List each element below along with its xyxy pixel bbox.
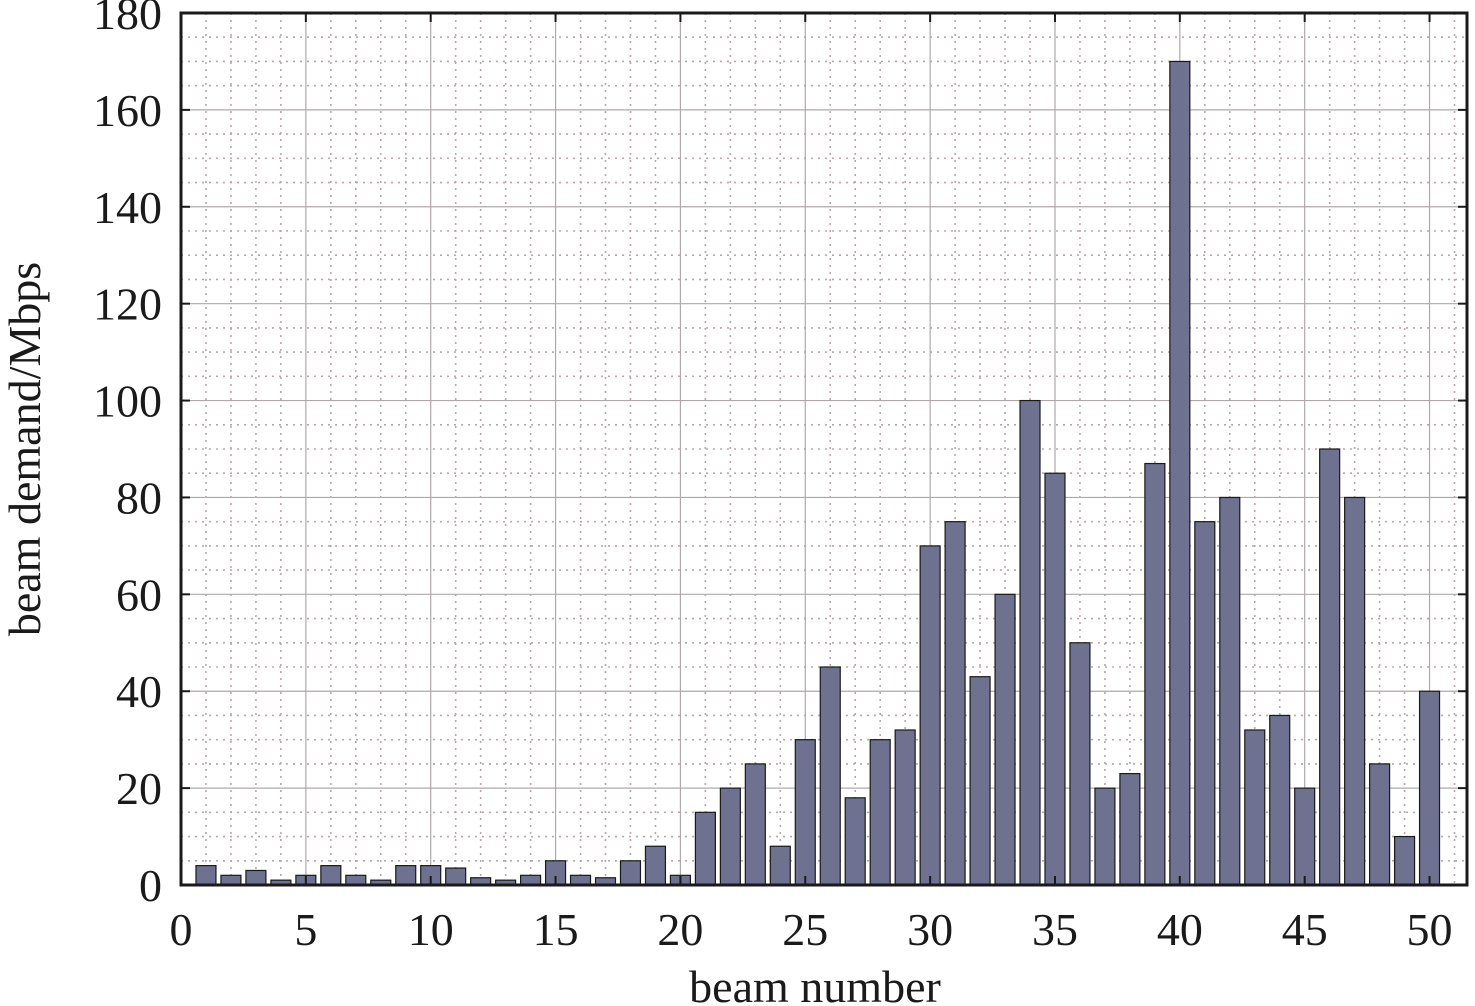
x-tick-label: 0	[170, 904, 193, 955]
plot-frame	[179, 11, 1469, 887]
bar-beam-50	[1418, 690, 1441, 886]
bar-beam-29	[894, 729, 916, 886]
x-tick-label: 40	[1157, 904, 1203, 955]
bar-beam-21	[694, 811, 716, 886]
y-tick-label: 140	[93, 182, 162, 233]
bar-beam-24	[769, 845, 791, 886]
bar-beam-39	[1144, 462, 1166, 886]
x-tick-label: 10	[408, 904, 454, 955]
y-tick-label: 80	[116, 472, 162, 523]
bar-beam-9	[395, 865, 417, 886]
bar-beam-48	[1369, 763, 1391, 886]
bar-beam-19	[644, 845, 667, 886]
bar-beam-28	[869, 739, 891, 886]
y-tick-label: 20	[116, 763, 162, 814]
bar-beam-37	[1094, 787, 1116, 886]
bar-beam-43	[1244, 729, 1266, 886]
bar-beam-47	[1344, 496, 1366, 886]
bar-beam-6	[320, 865, 342, 886]
bar-beam-32	[969, 676, 991, 886]
bar-beam-3	[245, 869, 267, 886]
ticks	[180, 12, 1467, 886]
bar-beam-49	[1393, 835, 1416, 886]
x-axis-label: beam number	[689, 961, 941, 1006]
bar-beam-46	[1319, 448, 1341, 886]
x-tick-label: 35	[1032, 904, 1078, 955]
bar-beam-25	[794, 739, 816, 886]
y-tick-label: 0	[139, 860, 162, 911]
x-tick-labels: 0 5 10 15 20 25 30 35 40 45 50	[170, 904, 1453, 955]
bar-beam-27	[844, 797, 866, 886]
bar-beam-26	[819, 666, 841, 886]
y-tick-label: 40	[116, 666, 162, 717]
x-tick-label: 15	[533, 904, 579, 955]
bar-beam-34	[1019, 399, 1041, 886]
bar-beam-41	[1194, 521, 1216, 886]
y-tick-label: 180	[93, 0, 162, 39]
y-tick-label: 100	[93, 376, 162, 427]
x-tick-label: 45	[1282, 904, 1328, 955]
x-tick-label: 25	[782, 904, 828, 955]
y-tick-label: 160	[93, 85, 162, 136]
bar-beam-1	[195, 865, 217, 886]
bar-beam-40	[1169, 60, 1191, 886]
x-tick-label: 50	[1407, 904, 1453, 955]
bar-beam-45	[1294, 787, 1316, 886]
y-tick-label: 120	[93, 279, 162, 330]
bar-beam-31	[944, 521, 966, 886]
bar-beam-23	[744, 763, 766, 886]
bar-beam-36	[1069, 642, 1091, 886]
bar-beam-44	[1269, 714, 1291, 886]
x-tick-label: 20	[657, 904, 703, 955]
bar-beam-11	[445, 867, 467, 886]
bar-beam-18	[619, 860, 642, 886]
y-tick-label: 60	[116, 569, 162, 620]
bar-beam-30	[919, 545, 941, 886]
bars	[195, 60, 1441, 886]
bar-beam-33	[994, 593, 1016, 886]
x-tick-label: 5	[294, 904, 317, 955]
bar-beam-22	[719, 787, 741, 886]
x-tick-label: 30	[907, 904, 953, 955]
bar-beam-38	[1119, 772, 1141, 886]
y-axis-label: beam demand/Mbps	[0, 262, 50, 636]
bar-beam-42	[1219, 496, 1241, 886]
y-tick-labels: 0 20 40 60 80 100 120 140 160 180	[93, 0, 162, 911]
bar-beam-35	[1044, 472, 1066, 886]
